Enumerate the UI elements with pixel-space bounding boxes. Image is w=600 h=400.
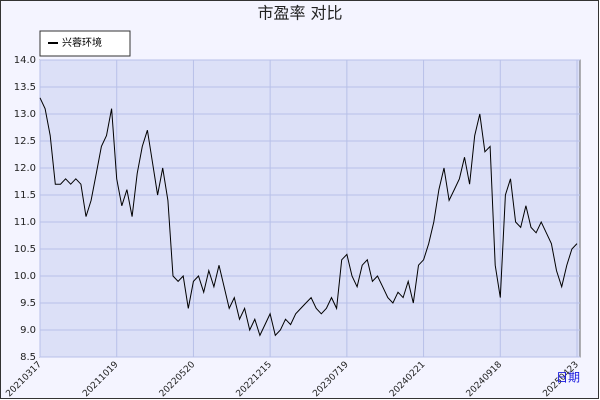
- y-tick-label: 11.0: [14, 217, 36, 228]
- x-axis-label: 日期: [556, 371, 580, 385]
- y-tick-label: 8.5: [20, 352, 36, 363]
- y-tick-label: 12.0: [14, 163, 36, 174]
- y-tick-label: 10.5: [14, 244, 36, 255]
- series-line: [39, 97, 578, 337]
- y-tick-label: 13.5: [14, 82, 36, 93]
- y-tick-label: 11.5: [14, 190, 36, 201]
- chart-title: 市盈率 对比: [257, 4, 342, 23]
- y-tick-label: 13.0: [14, 109, 36, 120]
- legend-label: 兴蓉环境: [62, 36, 102, 49]
- y-tick-label: 9.0: [20, 325, 36, 336]
- plot-area: [39, 59, 581, 358]
- y-tick-label: 14.0: [14, 55, 36, 66]
- y-tick-label: 12.5: [14, 136, 36, 147]
- y-tick-label: 9.5: [20, 298, 36, 309]
- y-tick-label: 10.0: [14, 271, 36, 282]
